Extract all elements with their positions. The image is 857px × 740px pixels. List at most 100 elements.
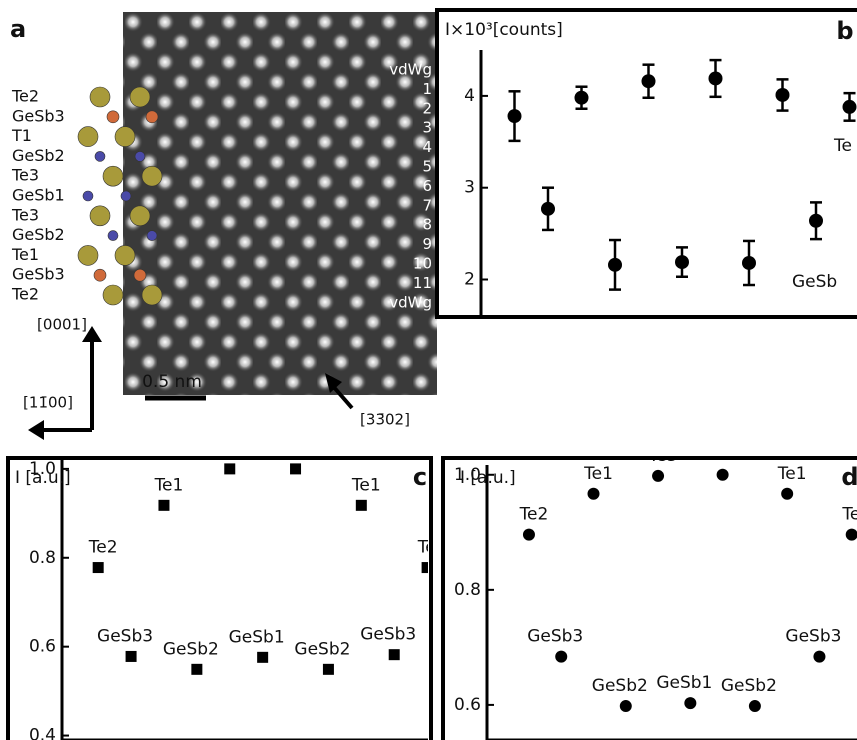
point	[845, 528, 857, 541]
point-label: Te1	[351, 475, 381, 495]
atom	[102, 165, 124, 187]
y-axis-label: I [a.u.]	[15, 468, 71, 488]
annotation: Te	[833, 136, 852, 156]
point	[641, 74, 656, 89]
point	[555, 650, 568, 663]
atom	[129, 205, 151, 227]
row-label: 3	[422, 119, 432, 137]
point	[421, 562, 428, 574]
point	[675, 255, 689, 270]
row-label: vdWg	[389, 293, 432, 311]
row-label: vdWg	[389, 61, 432, 79]
y-tick-label: 0.4	[29, 726, 56, 740]
point	[507, 109, 522, 124]
y-tick-label: 4	[464, 86, 475, 106]
scale-label: 0.5 nm	[142, 372, 202, 392]
point-label: Te3	[648, 446, 678, 466]
layer-label: GeSb1	[12, 186, 65, 205]
x-tick-label: 6	[677, 340, 688, 360]
point	[322, 663, 334, 675]
x-tick-label: 11	[839, 340, 857, 360]
point	[574, 90, 589, 105]
point	[158, 499, 170, 511]
point	[92, 562, 104, 574]
atom	[114, 245, 136, 266]
y-axis-label: I×10³[counts]	[445, 20, 563, 40]
atom	[82, 190, 94, 202]
y-tick-label: 2	[464, 270, 475, 290]
point	[355, 499, 367, 511]
layer-label: Te3	[11, 205, 39, 224]
y-axis-label: I [a.u.]	[460, 468, 516, 488]
point	[775, 87, 790, 102]
point	[652, 469, 665, 482]
atom	[93, 268, 107, 282]
point	[781, 487, 794, 500]
y-tick-label: 0.6	[29, 637, 56, 657]
point	[290, 463, 302, 475]
direction-label: [33̄02]	[360, 411, 410, 429]
point-label: GeSb2	[592, 676, 648, 696]
point-label: Te2	[88, 538, 118, 558]
point-label: GeSb2	[163, 639, 219, 659]
atom	[107, 230, 119, 241]
point	[813, 650, 826, 663]
point-label: Te2	[841, 505, 857, 525]
atom	[133, 268, 147, 282]
panel-a: a [0001] [11̄00] [33̄02] 0.5 nm Te2GeSb3…	[10, 12, 437, 440]
point	[708, 71, 723, 86]
panel-letter: d	[841, 463, 857, 491]
chart: I [a.u.] d 0.6 0.8 1.0 Te2 GeSb3 Te1 GeSb2 Te3 GeS…	[454, 445, 857, 740]
atom	[89, 86, 111, 108]
row-label: 9	[422, 235, 432, 253]
point-label: Te1	[583, 464, 613, 484]
point-label: Te3	[219, 439, 249, 459]
layer-label: Te1	[11, 245, 39, 264]
x-tick-label: 8	[744, 340, 755, 360]
layer-label: Te3	[11, 166, 39, 185]
arrow-head	[82, 326, 102, 342]
point	[748, 700, 761, 713]
row-label: 7	[422, 196, 432, 214]
point-label: GeSb3	[785, 627, 841, 647]
chart: I×10³[counts] b 2 3 4 1 2 3 4 5 6 7 8 9 10 11 Te GeSb	[445, 17, 857, 360]
point-label: Te2	[417, 538, 447, 558]
layer-label: Te2	[11, 285, 39, 304]
point	[842, 99, 857, 114]
row-label: 11	[413, 274, 432, 292]
point	[619, 700, 632, 713]
point	[608, 257, 622, 272]
point-label: GeSb3	[97, 626, 153, 646]
x-tick-label: 3	[576, 340, 587, 360]
atom	[141, 165, 163, 187]
atom	[106, 110, 120, 124]
annotation: GeSb	[792, 272, 837, 292]
point-label: GeSb1	[656, 673, 712, 693]
layer-label: GeSb3	[12, 265, 65, 284]
point	[191, 663, 203, 675]
y-tick-label: 1.0	[29, 459, 56, 479]
layer-label: GeSb2	[12, 146, 65, 165]
atom	[129, 86, 151, 108]
direction-label: [0001]	[37, 316, 87, 334]
y-tick-label: 0.8	[29, 548, 56, 568]
atom	[77, 126, 99, 147]
atom	[102, 284, 124, 306]
point	[388, 649, 400, 661]
atom	[120, 190, 132, 202]
panel-letter: b	[836, 17, 853, 45]
atom	[89, 205, 111, 227]
y-tick-label: 0.8	[454, 580, 481, 600]
direction-label: [11̄00]	[23, 394, 73, 412]
stem-image	[123, 12, 437, 395]
row-label: 1	[422, 80, 432, 98]
point	[224, 463, 236, 475]
point	[742, 255, 756, 270]
point-label: Te3	[712, 445, 742, 465]
row-label: 2	[422, 99, 432, 117]
panel-frame	[441, 456, 857, 740]
x-tick-label: 9	[777, 340, 788, 360]
point	[257, 651, 269, 663]
row-label: 6	[422, 177, 432, 195]
atom	[145, 110, 159, 124]
